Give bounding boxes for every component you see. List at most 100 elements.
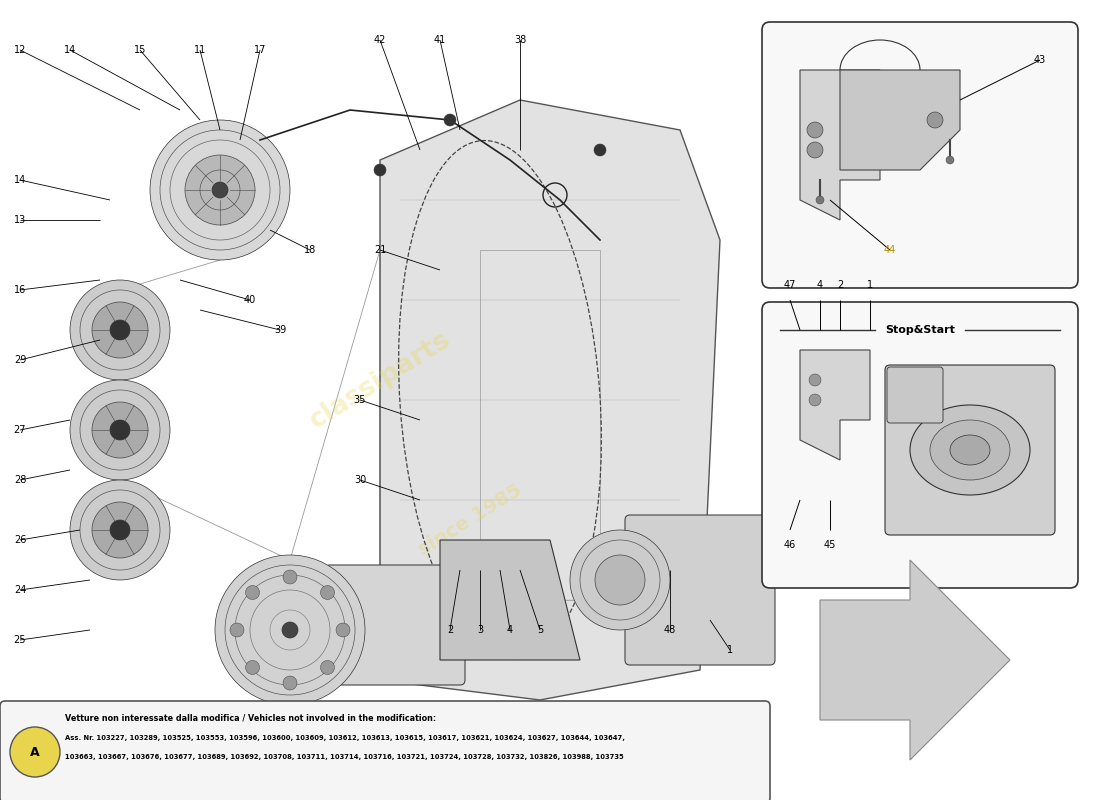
FancyBboxPatch shape (886, 365, 1055, 535)
Circle shape (150, 120, 290, 260)
Circle shape (594, 144, 606, 156)
Text: 2: 2 (837, 280, 843, 290)
Text: 12: 12 (14, 45, 26, 55)
Text: 32: 32 (474, 705, 486, 715)
Circle shape (230, 623, 244, 637)
Circle shape (92, 502, 148, 558)
Text: 19: 19 (184, 705, 196, 715)
Circle shape (245, 586, 260, 599)
Circle shape (816, 196, 824, 204)
Text: 20: 20 (223, 705, 236, 715)
Polygon shape (800, 70, 880, 220)
Text: 17: 17 (254, 45, 266, 55)
Text: 34: 34 (354, 705, 366, 715)
Circle shape (10, 727, 60, 777)
Circle shape (245, 661, 260, 674)
Text: 1: 1 (727, 645, 733, 655)
Circle shape (320, 661, 334, 674)
Text: 30: 30 (354, 475, 366, 485)
Text: since 1985: since 1985 (415, 481, 525, 559)
Circle shape (320, 586, 334, 599)
Circle shape (214, 555, 365, 705)
Text: 33: 33 (294, 705, 306, 715)
Text: classiparts: classiparts (305, 326, 455, 434)
Text: 8: 8 (566, 705, 573, 715)
Text: 42: 42 (374, 35, 386, 45)
Text: 33: 33 (444, 705, 456, 715)
Text: 35: 35 (354, 395, 366, 405)
Text: Ass. Nr. 103227, 103289, 103525, 103553, 103596, 103600, 103609, 103612, 103613,: Ass. Nr. 103227, 103289, 103525, 103553,… (65, 735, 625, 741)
Text: 15: 15 (134, 45, 146, 55)
Ellipse shape (910, 405, 1030, 495)
Text: 36: 36 (414, 705, 426, 715)
Text: 11: 11 (194, 45, 206, 55)
Circle shape (110, 420, 130, 440)
Text: 18: 18 (304, 245, 316, 255)
Text: 47: 47 (784, 280, 796, 290)
Text: 40: 40 (244, 295, 256, 305)
Polygon shape (800, 350, 870, 460)
Circle shape (808, 374, 821, 386)
Polygon shape (440, 540, 580, 660)
Text: 14: 14 (14, 175, 26, 185)
Text: 46: 46 (784, 540, 796, 550)
Text: 39: 39 (274, 325, 286, 335)
Text: 31: 31 (323, 705, 337, 715)
Text: 27: 27 (13, 425, 26, 435)
Text: 29: 29 (14, 355, 26, 365)
Text: 14: 14 (64, 45, 76, 55)
Text: 23: 23 (94, 705, 107, 715)
Text: 37: 37 (384, 705, 396, 715)
Text: 28: 28 (14, 475, 26, 485)
Circle shape (946, 156, 954, 164)
Text: 9: 9 (597, 705, 603, 715)
Text: 21: 21 (374, 245, 386, 255)
Text: 7: 7 (507, 705, 513, 715)
Text: 26: 26 (14, 535, 26, 545)
Circle shape (70, 380, 170, 480)
Text: 13: 13 (14, 215, 26, 225)
Circle shape (570, 530, 670, 630)
Text: 1: 1 (867, 280, 873, 290)
Circle shape (595, 555, 645, 605)
FancyBboxPatch shape (762, 302, 1078, 588)
FancyBboxPatch shape (887, 367, 943, 423)
Text: 22: 22 (54, 705, 66, 715)
Polygon shape (379, 100, 720, 700)
Circle shape (444, 114, 456, 126)
Circle shape (185, 155, 255, 225)
Text: Vetture non interessate dalla modifica / Vehicles not involved in the modificati: Vetture non interessate dalla modifica /… (65, 714, 436, 722)
Text: 4: 4 (817, 280, 823, 290)
Circle shape (282, 622, 298, 638)
Text: A: A (30, 746, 40, 758)
FancyBboxPatch shape (324, 565, 465, 685)
Text: 16: 16 (14, 285, 26, 295)
Circle shape (283, 676, 297, 690)
Circle shape (70, 480, 170, 580)
FancyBboxPatch shape (762, 22, 1078, 288)
Text: 4: 4 (507, 625, 513, 635)
Circle shape (336, 623, 350, 637)
Polygon shape (820, 560, 1010, 760)
Text: 3: 3 (477, 625, 483, 635)
Circle shape (70, 280, 170, 380)
Circle shape (92, 302, 148, 358)
Text: 6: 6 (537, 705, 543, 715)
Circle shape (283, 570, 297, 584)
Text: 103663, 103667, 103676, 103677, 103689, 103692, 103708, 103711, 103714, 103716, : 103663, 103667, 103676, 103677, 103689, … (65, 754, 624, 760)
Polygon shape (840, 70, 960, 170)
Circle shape (110, 320, 130, 340)
Circle shape (92, 402, 148, 458)
Circle shape (110, 520, 130, 540)
Ellipse shape (930, 420, 1010, 480)
Text: 45: 45 (824, 540, 836, 550)
FancyBboxPatch shape (625, 515, 776, 665)
Text: 44: 44 (884, 245, 896, 255)
Circle shape (927, 112, 943, 128)
FancyBboxPatch shape (0, 701, 770, 800)
Text: 10: 10 (664, 705, 676, 715)
Circle shape (374, 164, 386, 176)
Text: 43: 43 (1034, 55, 1046, 65)
Text: 24: 24 (14, 585, 26, 595)
Text: Stop&Start: Stop&Start (886, 325, 955, 335)
